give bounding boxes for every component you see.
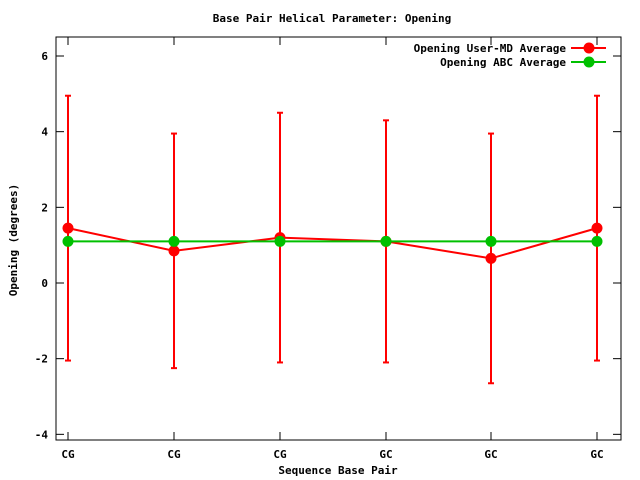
legend-marker <box>583 42 595 54</box>
y-tick-label: -4 <box>35 428 49 441</box>
x-tick-label: CG <box>167 448 181 461</box>
legend-label: Opening User-MD Average <box>414 42 567 55</box>
point-user-md <box>62 222 74 234</box>
x-tick-label: CG <box>273 448 287 461</box>
point-abc <box>485 235 497 247</box>
point-user-md <box>591 222 603 234</box>
point-abc <box>380 235 392 247</box>
point-user-md <box>485 252 497 264</box>
series-line-user-md <box>67 227 598 260</box>
point-abc <box>591 235 603 247</box>
point-user-md <box>168 245 180 257</box>
x-tick-label: GC <box>590 448 603 461</box>
x-tick-label: CG <box>61 448 75 461</box>
y-tick-label: 0 <box>41 277 48 290</box>
y-tick-label: 4 <box>41 126 48 139</box>
x-tick-label: GC <box>379 448 392 461</box>
point-abc <box>62 235 74 247</box>
x-tick-label: GC <box>484 448 497 461</box>
point-abc <box>274 235 286 247</box>
y-tick-label: -2 <box>35 353 48 366</box>
y-axis-label: Opening (degrees) <box>7 184 20 297</box>
y-tick-label: 2 <box>41 201 48 214</box>
legend-label: Opening ABC Average <box>440 56 566 69</box>
x-axis-label: Sequence Base Pair <box>278 464 398 477</box>
series-layer <box>62 94 603 385</box>
y-tick-label: 6 <box>41 50 48 63</box>
chart-title: Base Pair Helical Parameter: Opening <box>213 12 451 25</box>
y-axis: -4 -2 0 2 4 6 <box>35 50 621 441</box>
plot-frame <box>55 36 622 441</box>
x-axis: CG CG CG GC GC GC <box>61 37 604 461</box>
point-abc <box>168 235 180 247</box>
legend-marker <box>583 56 595 68</box>
